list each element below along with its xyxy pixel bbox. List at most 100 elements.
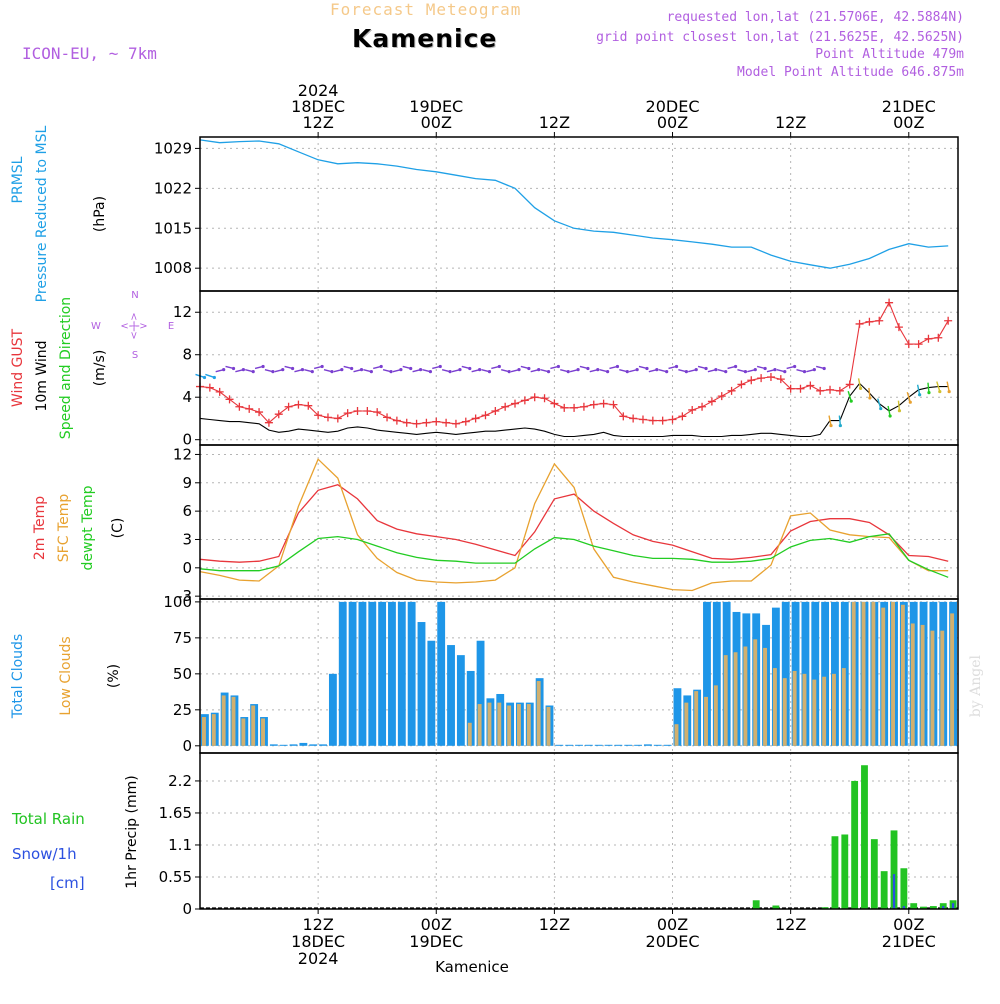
- rain-bar: [841, 834, 849, 909]
- wind-direction-arrowhead: [783, 370, 787, 374]
- wind-direction-arrow: [877, 398, 882, 409]
- total-cloud-bar: [319, 744, 327, 746]
- gust-marker: [471, 414, 480, 423]
- low-cloud-bar: [930, 630, 935, 746]
- wind-direction-arrowhead: [714, 368, 718, 372]
- compass-w: W: [91, 321, 101, 332]
- gust-marker: [215, 387, 224, 396]
- wind-direction-arrow: [897, 400, 901, 411]
- y-tick-label: 0: [182, 737, 192, 755]
- panel-frame-wind: [199, 290, 959, 446]
- y-tick-label: 75: [173, 629, 192, 647]
- total-cloud-bar: [604, 744, 613, 746]
- snow-bar: [902, 906, 905, 909]
- rain-bar: [890, 830, 898, 909]
- total-cloud-bar: [565, 744, 574, 746]
- wind-direction-arrowhead: [300, 368, 305, 372]
- low-cloud-bar: [763, 647, 768, 746]
- wind-direction-arrowhead: [888, 414, 892, 418]
- low-cloud-bar: [221, 695, 226, 746]
- snow-unit: [cm]: [50, 874, 85, 892]
- low-cloud-bar: [733, 652, 738, 746]
- top-time-label: 12Z: [539, 113, 570, 132]
- temp2m-label: 2m Temp: [32, 496, 48, 560]
- wind-direction-arrowhead: [399, 368, 403, 372]
- model-altitude: Model Point Altitude 646.875m: [737, 65, 964, 80]
- wind-direction-arrowhead: [674, 364, 679, 369]
- wind-direction-arrowhead: [868, 396, 872, 400]
- total-cloud-bar: [673, 688, 682, 746]
- gust-marker: [816, 386, 825, 395]
- bottom-time-label: 19DEC: [409, 932, 463, 951]
- low-cloud-bar: [241, 718, 246, 746]
- gust-marker: [274, 410, 283, 419]
- gust-marker: [944, 316, 953, 325]
- low-cloud-bar: [497, 702, 502, 746]
- wind-direction-arrowhead: [340, 368, 344, 372]
- total-cloud-bar: [279, 744, 288, 746]
- wind-direction-arrow: [857, 378, 862, 389]
- bottom-time-label: 12Z: [302, 915, 333, 934]
- gust-marker: [461, 417, 470, 426]
- precip-axis-label: 1hr Precip (mm): [124, 775, 140, 888]
- top-time-label: 00Z: [893, 113, 924, 132]
- y-tick-label: 8: [182, 346, 192, 364]
- rain-bar: [870, 839, 878, 909]
- low-cloud-bar: [517, 704, 521, 746]
- gust-marker: [826, 385, 835, 394]
- top-time-label: 12Z: [302, 113, 333, 132]
- y-tick-label: 1.65: [159, 804, 192, 822]
- total-cloud-bar: [299, 742, 308, 746]
- wind-direction-arrowhead: [615, 364, 620, 369]
- gust-marker: [599, 399, 608, 408]
- gust-marker: [806, 381, 815, 390]
- gust-marker: [934, 333, 943, 342]
- total-cloud-bar: [811, 601, 820, 746]
- compass-n: N: [131, 290, 138, 301]
- low-cloud-bar: [900, 604, 905, 746]
- wind-direction-arrowhead: [438, 364, 442, 369]
- low-cloud-bar: [251, 705, 256, 746]
- gust-marker: [294, 400, 303, 409]
- wind-direction-arrowhead: [428, 370, 433, 374]
- wind-direction-arrowhead: [724, 370, 728, 374]
- wind-direction-arrowhead: [606, 370, 610, 374]
- bottom-time-label: 12Z: [775, 915, 806, 934]
- low-cloud-bar: [812, 679, 817, 746]
- gust-marker: [727, 386, 736, 395]
- wind-direction-arrowhead: [596, 368, 600, 372]
- gust-marker: [383, 413, 392, 422]
- gust-marker: [481, 411, 490, 420]
- low-cloud-bar: [920, 624, 925, 746]
- rain-bar: [772, 905, 780, 909]
- gust-marker: [314, 411, 323, 420]
- gust-marker: [855, 319, 864, 328]
- total-cloud-bar: [624, 744, 633, 746]
- wind-direction-arrowhead: [704, 366, 708, 371]
- gust-marker: [786, 384, 795, 393]
- bottom-time-label: 20DEC: [646, 932, 700, 951]
- low-cloud-bar: [772, 668, 777, 746]
- wind-direction-arrowhead: [261, 364, 265, 369]
- wind-direction-arrowhead: [879, 406, 883, 411]
- low-cloud-bar: [851, 601, 856, 746]
- gust-marker: [323, 413, 332, 422]
- wind-direction-arrowhead: [330, 370, 334, 374]
- wind10-label: 10m Wind: [34, 340, 50, 411]
- gust-marker: [924, 334, 933, 343]
- wind-direction-arrow: [906, 392, 911, 403]
- total-rain-label: Total Rain: [11, 810, 85, 828]
- credit-watermark: by Angel: [968, 655, 984, 718]
- rain-bar: [831, 836, 839, 909]
- total-cloud-bar: [447, 645, 455, 746]
- wind-direction-arrowhead: [586, 366, 590, 371]
- wind-direction-arrowhead: [359, 368, 364, 372]
- gust-marker: [205, 383, 214, 392]
- low-cloud-bar: [507, 705, 512, 746]
- y-tick-label: -3: [177, 587, 192, 605]
- bottom-time-label: 00Z: [421, 915, 452, 934]
- wind-direction-arrowhead: [897, 409, 902, 413]
- requested-coords: requested lon,lat (21.5706E, 42.5884N): [666, 10, 964, 25]
- y-tick-label: 50: [173, 665, 192, 683]
